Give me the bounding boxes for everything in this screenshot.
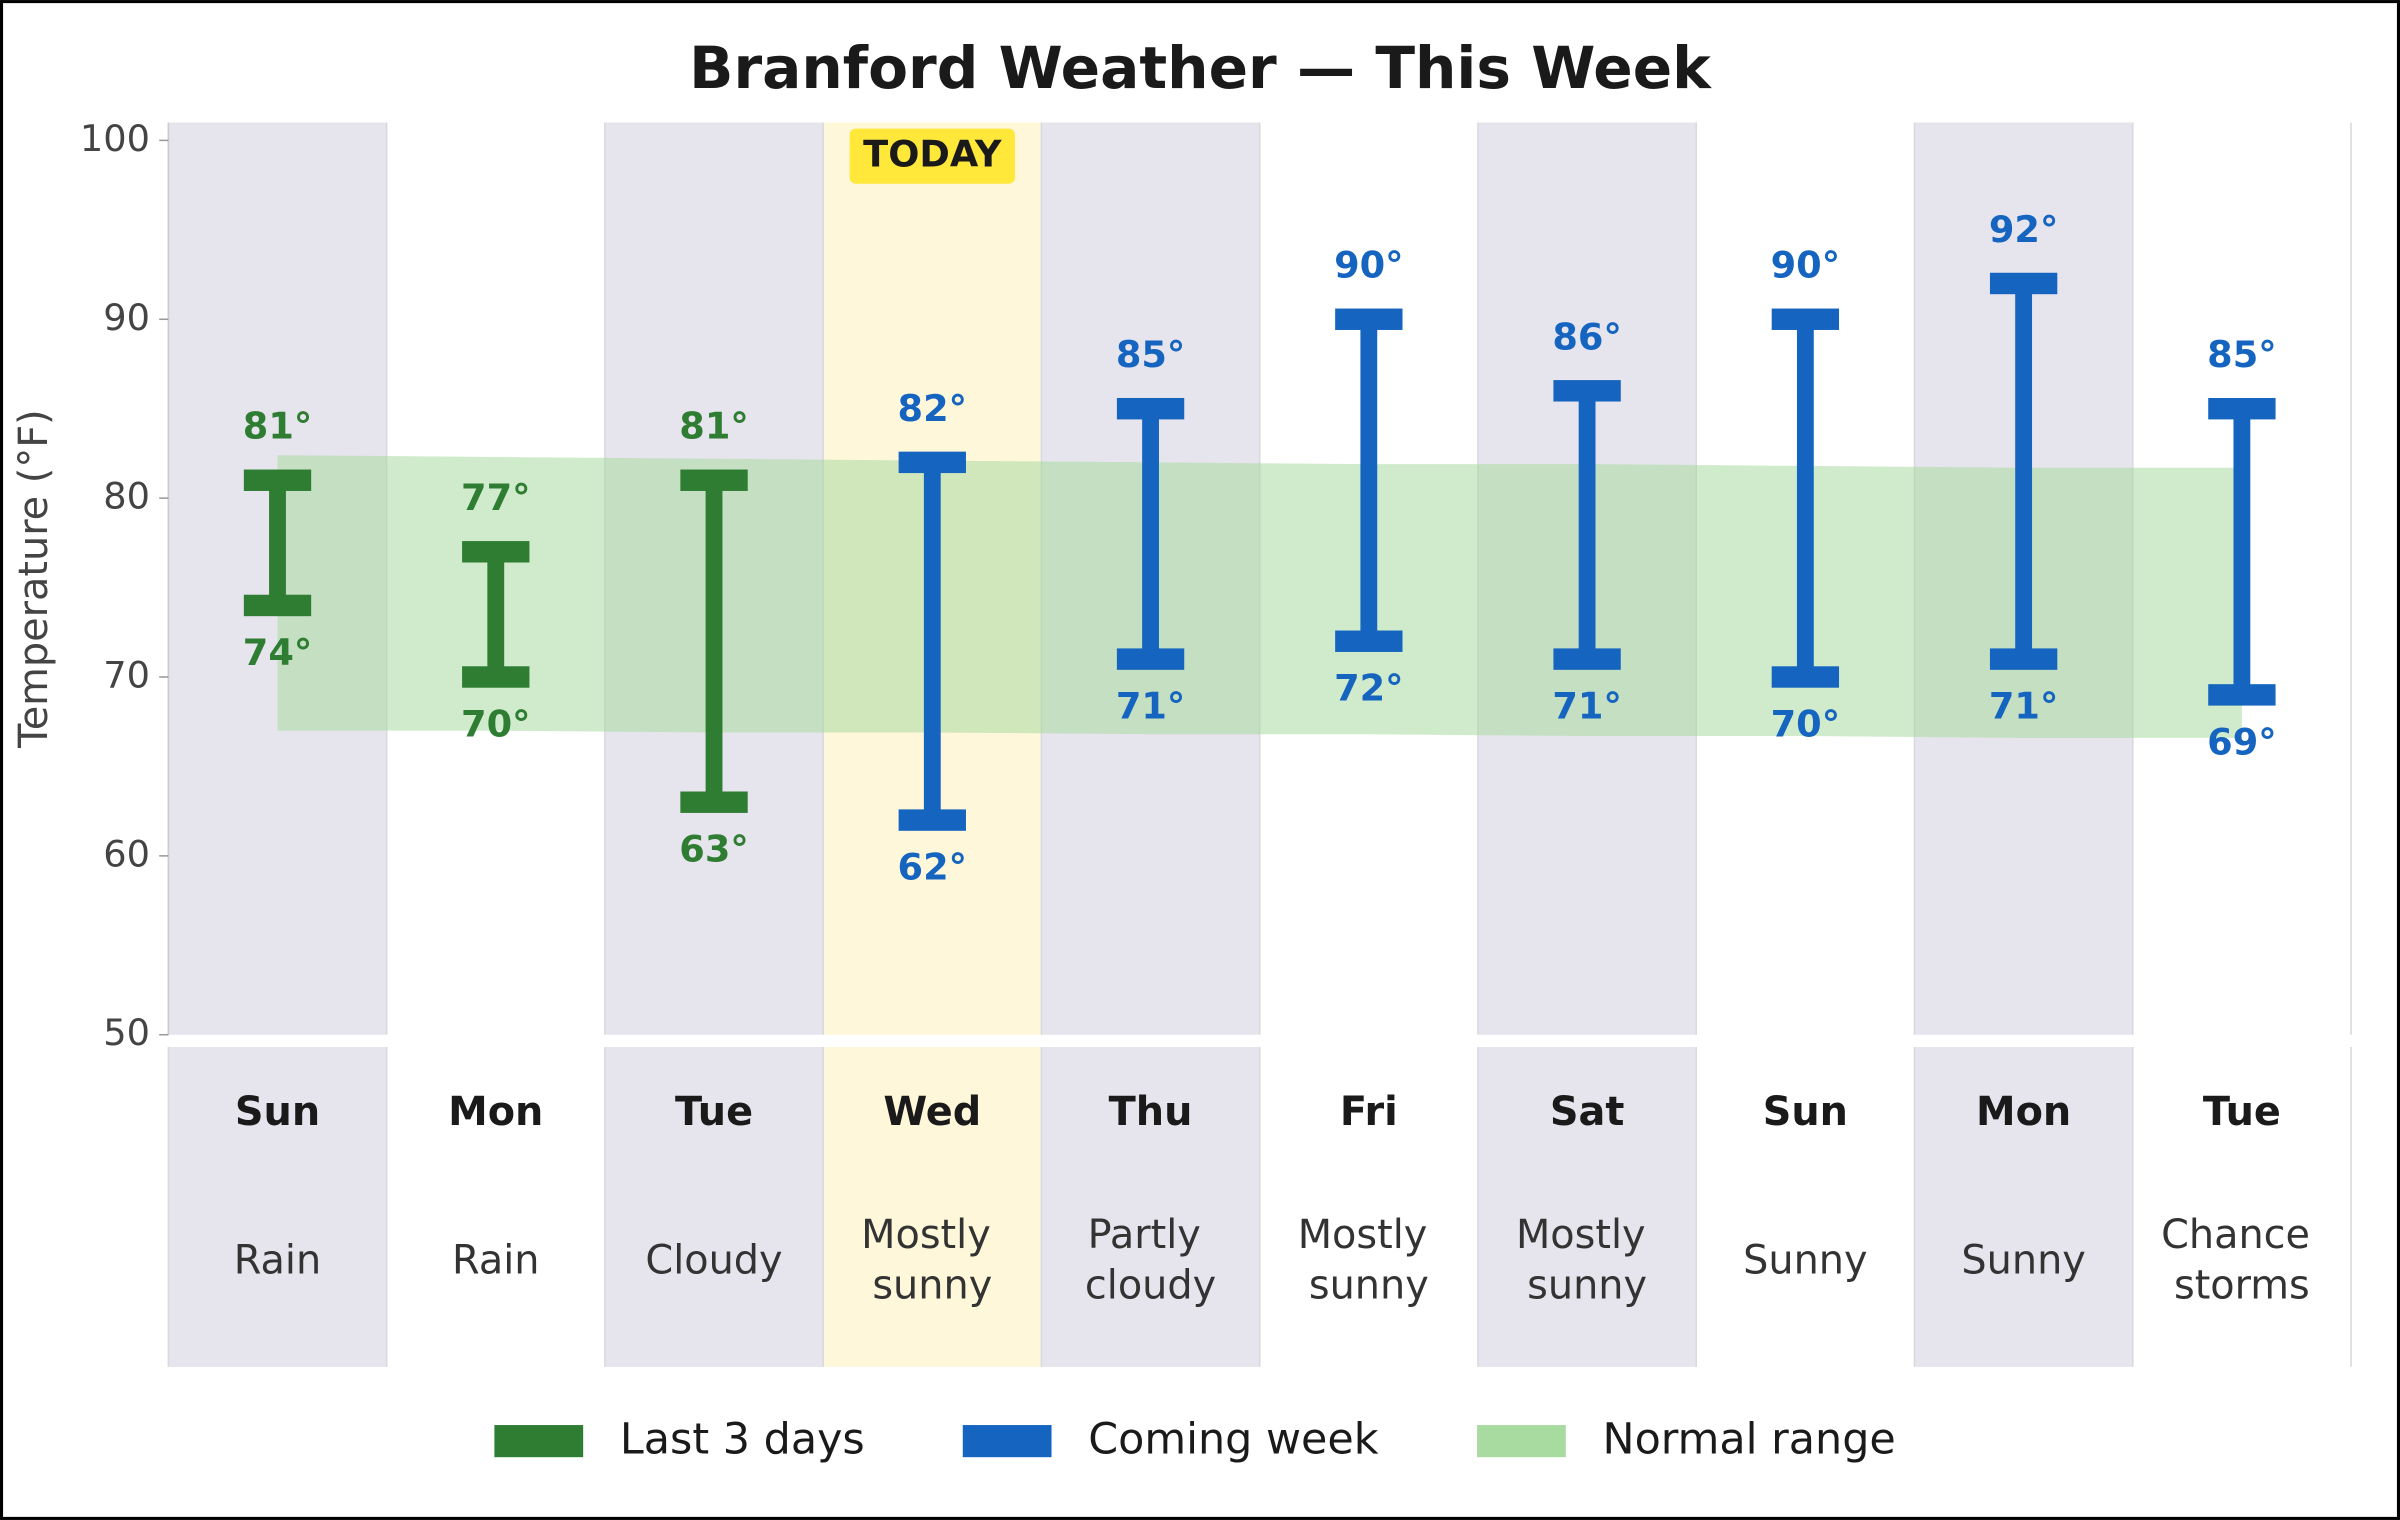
low-label: 70° (461, 702, 530, 745)
legend-swatch (1477, 1425, 1566, 1458)
high-label: 92° (1989, 208, 2058, 251)
normal-range (277, 455, 2242, 738)
low-label: 71° (1116, 685, 1185, 728)
column-bg (2132, 1046, 2352, 1367)
column-bg (386, 1046, 605, 1367)
high-cap (243, 469, 312, 491)
low-label: 71° (1989, 685, 2058, 728)
range-stem (1360, 319, 1378, 642)
high-label: 81° (679, 405, 748, 448)
day-label: Mon (448, 1089, 543, 1135)
legend-label: Coming week (1088, 1414, 1378, 1464)
condition-label: Rain (452, 1237, 539, 1283)
condition-label: Chance storms (2161, 1211, 2323, 1308)
day-label: Tue (675, 1089, 753, 1135)
column-bg (1477, 1046, 1697, 1367)
column-bg (823, 1046, 1042, 1367)
low-label: 72° (1334, 667, 1403, 710)
range-stem (1578, 390, 1596, 660)
column-bg (1696, 1046, 1915, 1367)
high-cap (1771, 308, 1840, 330)
day-label: Thu (1109, 1089, 1193, 1135)
legend-swatch (494, 1425, 584, 1458)
column-bg (1041, 1046, 1260, 1367)
y-tick-label: 50 (103, 1011, 150, 1054)
high-label: 90° (1771, 244, 1840, 287)
low-cap (462, 666, 530, 688)
day-label: Tue (2203, 1089, 2281, 1135)
day-label: Sun (235, 1089, 320, 1135)
y-axis-label: Temperature (°F) (11, 409, 57, 748)
low-label: 71° (1552, 685, 1621, 728)
range-stem (2233, 408, 2251, 695)
y-tick-label: 90 (103, 296, 150, 339)
low-label: 70° (1771, 702, 1840, 745)
low-cap (1771, 666, 1840, 688)
legend-swatch (962, 1425, 1052, 1458)
condition-label: Partly cloudy (1085, 1211, 1216, 1308)
low-label: 74° (243, 631, 312, 674)
low-cap (898, 809, 966, 831)
high-cap (898, 451, 966, 474)
range-stem (923, 462, 941, 821)
high-cap (1989, 272, 2058, 295)
chart-title: Branford Weather — This Week (689, 34, 1712, 102)
y-tick-label: 60 (103, 832, 150, 875)
high-label: 81° (243, 405, 312, 448)
range-stem (1796, 319, 1814, 678)
condition-label: Mostly sunny (1516, 1211, 1658, 1308)
low-label: 62° (898, 846, 967, 889)
low-cap (243, 594, 312, 617)
day-label: Sun (1763, 1089, 1848, 1135)
low-cap (680, 791, 748, 813)
high-label: 85° (1116, 333, 1185, 376)
low-cap (2208, 684, 2276, 706)
range-stem (1142, 408, 1159, 660)
high-label: 90° (1334, 244, 1403, 287)
y-tick-label: 100 (80, 117, 150, 160)
high-cap (462, 541, 530, 563)
day-label: Mon (1976, 1089, 2071, 1135)
range-stem (2015, 283, 2033, 660)
day-label: Wed (883, 1089, 981, 1135)
high-cap (1116, 397, 1185, 420)
high-cap (2208, 397, 2276, 420)
high-label: 85° (2207, 333, 2276, 376)
column-bg (1259, 1046, 1478, 1367)
condition-label: Sunny (1743, 1237, 1867, 1283)
low-cap (1116, 648, 1185, 670)
high-cap (1553, 380, 1621, 402)
low-cap (1553, 648, 1621, 670)
low-cap (1335, 630, 1403, 652)
legend-label: Normal range (1603, 1414, 1896, 1464)
condition-label: Cloudy (645, 1237, 782, 1283)
low-label: 69° (2207, 720, 2276, 763)
high-label: 86° (1552, 315, 1621, 358)
low-cap (1989, 648, 2058, 670)
high-cap (680, 469, 748, 491)
range-stem (705, 480, 723, 803)
legend-label: Last 3 days (620, 1414, 865, 1464)
high-cap (1335, 308, 1403, 330)
today-label: TODAY (863, 133, 1002, 176)
condition-label: Rain (234, 1237, 321, 1283)
high-label: 82° (898, 387, 967, 430)
day-label: Fri (1340, 1089, 1398, 1135)
column-bg (1914, 1046, 2133, 1367)
condition-label: Mostly sunny (861, 1211, 1003, 1308)
column-bg (604, 1046, 824, 1367)
column-bg (168, 1046, 387, 1367)
condition-label: Mostly sunny (1298, 1211, 1440, 1308)
y-tick-label: 80 (103, 475, 150, 518)
y-tick-label: 70 (103, 654, 150, 697)
high-label: 77° (461, 476, 530, 519)
day-label: Sat (1550, 1089, 1625, 1135)
condition-label: Sunny (1961, 1237, 2085, 1283)
range-stem (269, 480, 286, 606)
low-label: 63° (679, 828, 748, 871)
range-stem (487, 551, 505, 678)
today-badge (849, 128, 1015, 184)
